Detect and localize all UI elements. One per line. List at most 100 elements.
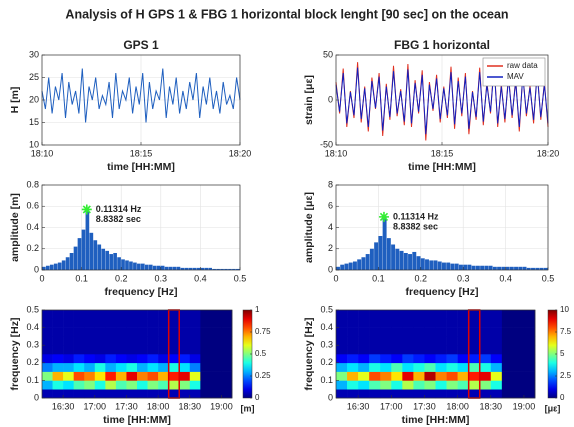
spectrum-bar: [192, 267, 197, 270]
heatmap-cell: [63, 327, 74, 337]
heatmap-cell: [424, 371, 436, 381]
heatmap-cell: [457, 345, 469, 355]
heatmap-cell: [137, 354, 148, 364]
heatmap-cell: [358, 354, 370, 364]
line-series: [335, 67, 549, 135]
heatmap-cell: [189, 354, 201, 364]
heatmap-cell: [501, 371, 514, 381]
peak-marker: [81, 204, 92, 215]
peak-label: 8.8382 sec: [393, 221, 438, 231]
heatmap-cell: [221, 371, 233, 381]
spectrum-bar: [340, 264, 345, 270]
heatmap-cell: [189, 371, 201, 381]
heatmap-cell: [189, 345, 201, 355]
heatmap-cell: [126, 362, 138, 372]
y-tick-label: 0.5: [26, 304, 39, 314]
heatmap-cell: [84, 345, 96, 355]
heatmap-cell: [424, 345, 436, 355]
heatmap-cell: [512, 318, 525, 328]
spectrum-bar: [386, 238, 391, 270]
x-tick-label: 18:30: [480, 401, 503, 411]
spectrum-bar: [156, 265, 161, 270]
heatmap-cell: [179, 310, 191, 320]
heatmap-cell: [490, 310, 503, 320]
heatmap-cell: [179, 318, 191, 328]
heatmap-cell: [158, 380, 169, 390]
y-tick-label: 0.3: [26, 340, 39, 350]
heatmap-cell: [94, 318, 106, 328]
x-tick-label: 0.3: [457, 273, 470, 283]
heatmap-cell: [137, 318, 148, 328]
heatmap-cell: [468, 345, 481, 355]
spectrum-bar: [526, 267, 531, 270]
heatmap-cell: [52, 389, 64, 399]
heatmap-cell: [63, 371, 74, 381]
heatmap-cell: [358, 362, 370, 372]
spectrum-bar: [412, 251, 417, 270]
heatmap-cell: [435, 318, 447, 328]
heatmap-cell: [158, 389, 169, 399]
heatmap-cell: [523, 327, 536, 337]
heatmap-cell: [158, 327, 169, 337]
heatmap-cell: [490, 327, 503, 337]
heatmap-cell: [158, 354, 169, 364]
spectrum-bar: [49, 264, 54, 270]
spectrum-bar: [113, 253, 117, 270]
heatmap-cell: [479, 380, 492, 390]
heatmap-cell: [189, 380, 201, 390]
heatmap-cell: [210, 371, 222, 381]
heatmap-cell: [105, 318, 117, 328]
heatmap-cell: [380, 380, 392, 390]
heatmap-cell: [391, 354, 403, 364]
heatmap-cell: [501, 310, 514, 320]
heatmap-cell: [435, 336, 447, 346]
heatmap-cell: [94, 362, 106, 372]
colorbar-tick-label: 0.25: [255, 371, 271, 380]
heatmap-cell: [105, 371, 117, 381]
heatmap-cell: [210, 354, 222, 364]
heatmap-cell: [446, 354, 458, 364]
heatmap-cell: [369, 371, 381, 381]
heatmap-cell: [468, 389, 481, 399]
heatmap-cell: [168, 336, 180, 346]
spectrum-bar: [164, 266, 169, 270]
spectrum-bar: [501, 266, 506, 270]
spectrum-bar: [463, 264, 468, 270]
heatmap-cell: [523, 318, 536, 328]
y-tick-label: 0.4: [26, 222, 39, 232]
heatmap-cell: [63, 380, 74, 390]
peak-marker: [378, 211, 389, 222]
heatmap-cell: [424, 310, 436, 320]
heatmap-cell: [94, 380, 106, 390]
heatmap-cell: [147, 362, 159, 372]
heatmap-cell: [200, 354, 212, 364]
heatmap-cell: [380, 310, 392, 320]
heatmap-cell: [63, 310, 74, 320]
heatmap-cell: [126, 310, 138, 320]
heatmap-cell: [523, 380, 536, 390]
heatmap-cell: [457, 336, 469, 346]
heatmap-cell: [468, 354, 481, 364]
y-tick-label: 0.1: [320, 375, 333, 385]
heatmap-cell: [137, 362, 148, 372]
heatmap-cell: [168, 327, 180, 337]
heatmap-cell: [42, 354, 53, 364]
heatmap-cell: [94, 354, 106, 364]
spectrum-bar: [109, 254, 113, 270]
plot-frame: [335, 54, 549, 146]
heatmap-cell: [402, 318, 414, 328]
heatmap-cell: [115, 318, 127, 328]
heatmap-cell: [158, 362, 169, 372]
spectrum-bar: [391, 244, 396, 270]
heatmap-cell: [168, 380, 180, 390]
heatmap-cell: [168, 371, 180, 381]
heatmap-cell: [158, 336, 169, 346]
heatmap-cell: [457, 389, 469, 399]
heatmap-cell: [200, 310, 212, 320]
y-tick-label: 0.3: [320, 340, 333, 350]
colorbar-tick-label: 10: [560, 305, 569, 314]
heatmap-cell: [52, 345, 64, 355]
heatmap-cell: [336, 310, 348, 320]
heatmap-cell: [435, 380, 447, 390]
heatmap-cell: [189, 389, 201, 399]
